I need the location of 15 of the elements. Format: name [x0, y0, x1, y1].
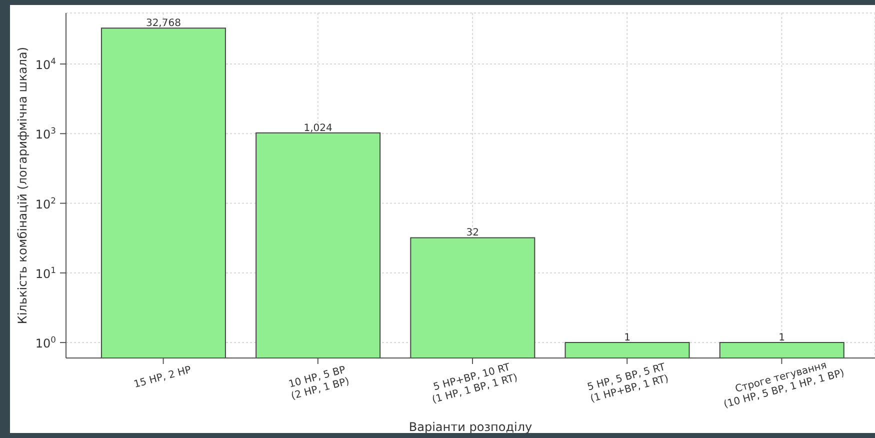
data-label: 1	[778, 332, 786, 344]
y-axis-title: Кількість комбінацій (логарифмічна шкала)	[15, 46, 30, 324]
y-tick-label: 10$^{1}$	[35, 264, 56, 281]
data-label: 32,768	[146, 18, 181, 30]
x-tick-label: 10 HP, 5 BP (2 HP, 1 BP)	[288, 364, 351, 402]
x-tick-label: 5 HP, 5 BP, 5 RT (1 HP+BP, 1 RT)	[586, 362, 670, 405]
y-tick-label: 10$^{2}$	[35, 195, 56, 212]
y-tick-label: 10$^{0}$	[35, 334, 56, 351]
data-label: 1,024	[304, 122, 332, 134]
data-label: 1	[624, 332, 630, 344]
x-tick-label: 5 HP+BP, 10 RT (1 HP, 1 BP, 1 RT)	[431, 362, 519, 406]
data-label: 32	[466, 228, 480, 239]
y-tick-label: 10$^{3}$	[35, 126, 56, 142]
y-tick-label: 10$^{4}$	[35, 56, 56, 72]
x-tick-label: 15 HP, 2 HP	[132, 364, 193, 391]
